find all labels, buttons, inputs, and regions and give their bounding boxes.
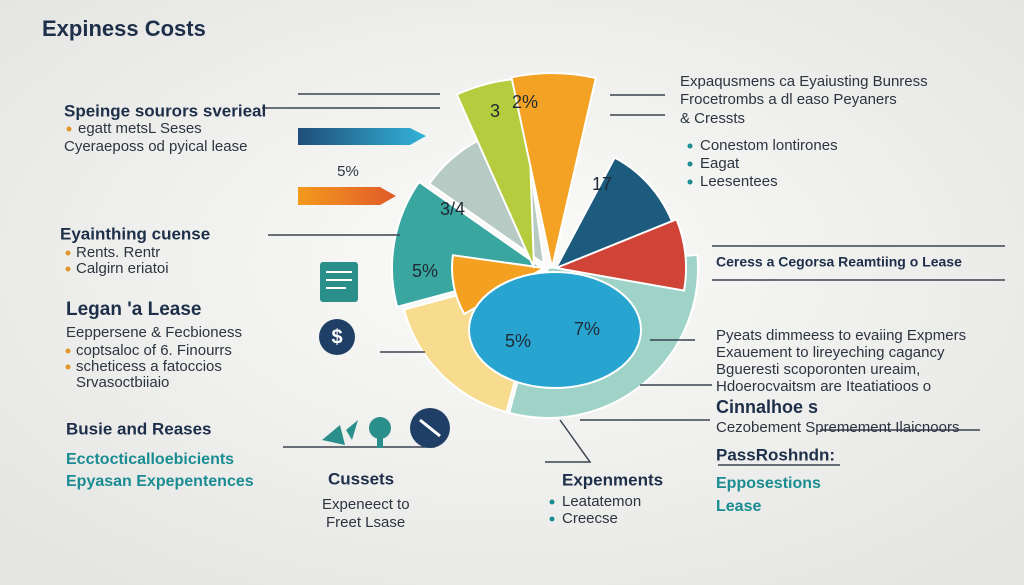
svg-text:$: $	[331, 326, 342, 348]
text: egatt metsL Seses	[78, 120, 202, 137]
pie-slice	[468, 271, 642, 389]
heading: Busie and Reases	[66, 419, 212, 438]
leader-lines	[262, 93, 1005, 466]
text: Expeneect to	[322, 496, 410, 513]
text: Lease	[716, 498, 761, 515]
pie-label: 5%	[505, 331, 531, 351]
pie-slice	[510, 72, 598, 269]
heading: Speinge sourors sverieal	[64, 101, 266, 120]
text: Leesentees	[700, 173, 778, 190]
text: scheticess a fatoccios	[76, 358, 222, 375]
bullets	[65, 126, 693, 522]
arrows	[298, 128, 426, 205]
heading: Expenments	[562, 470, 663, 489]
text: Leatatemon	[562, 493, 641, 510]
text: Hdoerocvaitsm are Iteatiatioos o	[716, 378, 931, 395]
text: Epposestions	[716, 475, 821, 492]
pie-label: 2%	[512, 92, 538, 112]
text: Epyasan Expepentences	[66, 473, 254, 490]
text: Ecctocticalloebicients	[66, 451, 234, 468]
text: Pyeats dimmeess to evaiing Expmers	[716, 327, 966, 344]
text: Eeppersene & Fecbioness	[66, 324, 242, 341]
text: Frocetrombs a dl easo Peyaners	[680, 91, 897, 108]
text: & Cressts	[680, 110, 745, 127]
heading: Cussets	[328, 469, 394, 488]
text: Cezobement Spremement Ilaicnoors	[716, 419, 959, 436]
pie-label: 3/4	[440, 199, 465, 219]
text: Rents. Rentr	[76, 244, 160, 261]
heading: Legan 'a Lease	[66, 299, 201, 320]
text: Creecse	[562, 510, 618, 527]
text: Conestom lontirones	[700, 137, 838, 154]
pie-graphic	[391, 72, 699, 419]
pie-label: 17	[592, 174, 612, 194]
heading: Eyainthing cuense	[60, 224, 210, 243]
pie-slice	[451, 254, 548, 316]
text: Expaqusmens ca Eyaiusting Bunress	[680, 73, 928, 90]
pie-label: 3	[490, 101, 500, 121]
text: Calgirn eriatoi	[76, 260, 169, 277]
pie-label: 7%	[574, 319, 600, 339]
text: Freet Lsase	[326, 514, 405, 531]
arrow-label: 5%	[337, 163, 359, 180]
text: Bgueresti scoporonten ureaim,	[716, 361, 920, 378]
title: Expiness Costs	[42, 16, 206, 41]
text: Cyeraeposs od pyical lease	[64, 138, 247, 155]
text: Eagat	[700, 155, 740, 172]
pie-slice	[552, 217, 687, 292]
text: coptsaloc of 6. Finourrs	[76, 342, 232, 359]
heading: Cinnalhoe s	[716, 397, 818, 417]
pie-label: 5%	[412, 261, 438, 281]
text: Exauement to lireyeching cagancy	[716, 344, 945, 361]
heading: PassRoshndn:	[716, 445, 835, 464]
text: Srvasoctbiiaio	[76, 374, 169, 391]
heading: Ceress a Cegorsa Reamtiing o Lease	[716, 254, 962, 270]
icons: $	[319, 262, 450, 448]
